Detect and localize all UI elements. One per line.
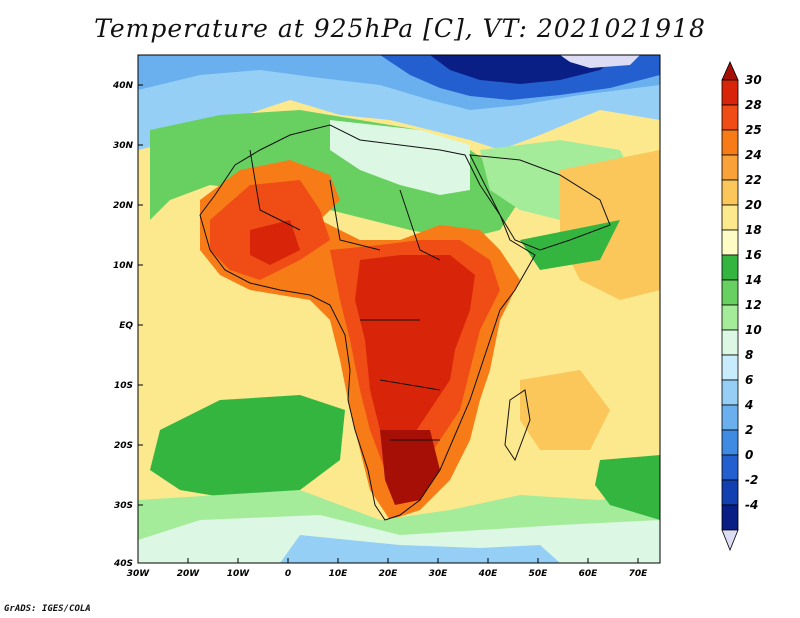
lat-tick-label: 10S [114,381,133,391]
lon-tick-label: 60E [579,569,599,579]
colorbar-swatch [721,454,739,481]
colorbar-cap-top [721,61,739,81]
lon-tick-label: 20W [177,569,201,579]
colorbar-swatch [721,329,739,356]
colorbar-swatch [721,179,739,206]
colorbar-swatch [721,254,739,281]
colorbar-swatch [721,504,739,531]
colorbar-swatch [721,279,739,306]
lat-tick-label: 30S [114,501,133,511]
colorbar-swatch [721,429,739,456]
colorbar-label: 14 [745,273,762,287]
colorbar-swatch [721,404,739,431]
coastline-overlay [199,124,611,521]
colorbar-label: 2 [745,423,753,437]
colorbar-label: 18 [745,223,762,237]
lon-tick-label: 10E [329,569,349,579]
footer-credit: GrADS: IGES/COLA [4,604,91,614]
colorbar-swatch [721,104,739,131]
colorbar-label: 20 [745,198,762,212]
colorbar-label: -4 [745,498,758,512]
colorbar-label: 25 [745,123,762,137]
colorbar-label: 12 [745,298,762,312]
colorbar-swatch [721,304,739,331]
lat-tick-label: 10N [113,261,134,271]
lon-tick-label: 50E [529,569,549,579]
colorbar-label: -2 [745,473,758,487]
lat-tick-label: EQ [119,321,133,331]
colorbar-swatch [721,379,739,406]
lon-tick-label: 30W [127,569,151,579]
lon-tick-label: 20E [379,569,399,579]
lat-tick-label: 20S [114,441,133,451]
latitude-axis: 40N 30N 20N 10N EQ 10S 20S 30S 40S [112,81,143,569]
colorbar-label: 30 [745,73,762,87]
colorbar-label: 10 [745,323,762,337]
lat-tick-label: 40S [113,559,133,569]
colorbar-label: 6 [745,373,753,387]
colorbar-label: 8 [745,348,753,362]
lon-tick-label: 10W [227,569,251,579]
colorbar-label: 28 [745,98,762,112]
colorbar-swatch [721,129,739,156]
colorbar-cap-bottom [721,529,739,552]
colorbar-swatch [721,479,739,506]
chart-title: Temperature at 925hPa [C], VT: 202102191… [94,14,706,43]
colorbar-swatch [721,154,739,181]
lat-tick-label: 40N [112,81,134,91]
colorbar-label: 16 [745,248,762,262]
map-frame [137,54,661,564]
colorbar-swatch [721,229,739,256]
lon-tick-label: 40E [478,569,499,579]
colorbar-label: 0 [745,448,753,462]
lat-tick-label: 20N [113,201,134,211]
lon-tick-label: 0 [285,569,291,579]
colorbar-swatch [721,354,739,381]
colorbar-swatch [721,79,739,106]
colorbar-label: 22 [745,173,762,187]
colorbar-swatch [721,204,739,231]
lon-tick-label: 30E [429,569,449,579]
colorbar-label: 4 [744,398,753,412]
longitude-axis: 30W 20W 10W 0 10E 20E 30E 40E 50E 60E 70E [127,558,648,579]
colorbar-label: 24 [745,148,762,162]
temperature-field [138,55,660,563]
lat-tick-label: 30N [113,141,134,151]
lon-tick-label: 70E [629,569,649,579]
